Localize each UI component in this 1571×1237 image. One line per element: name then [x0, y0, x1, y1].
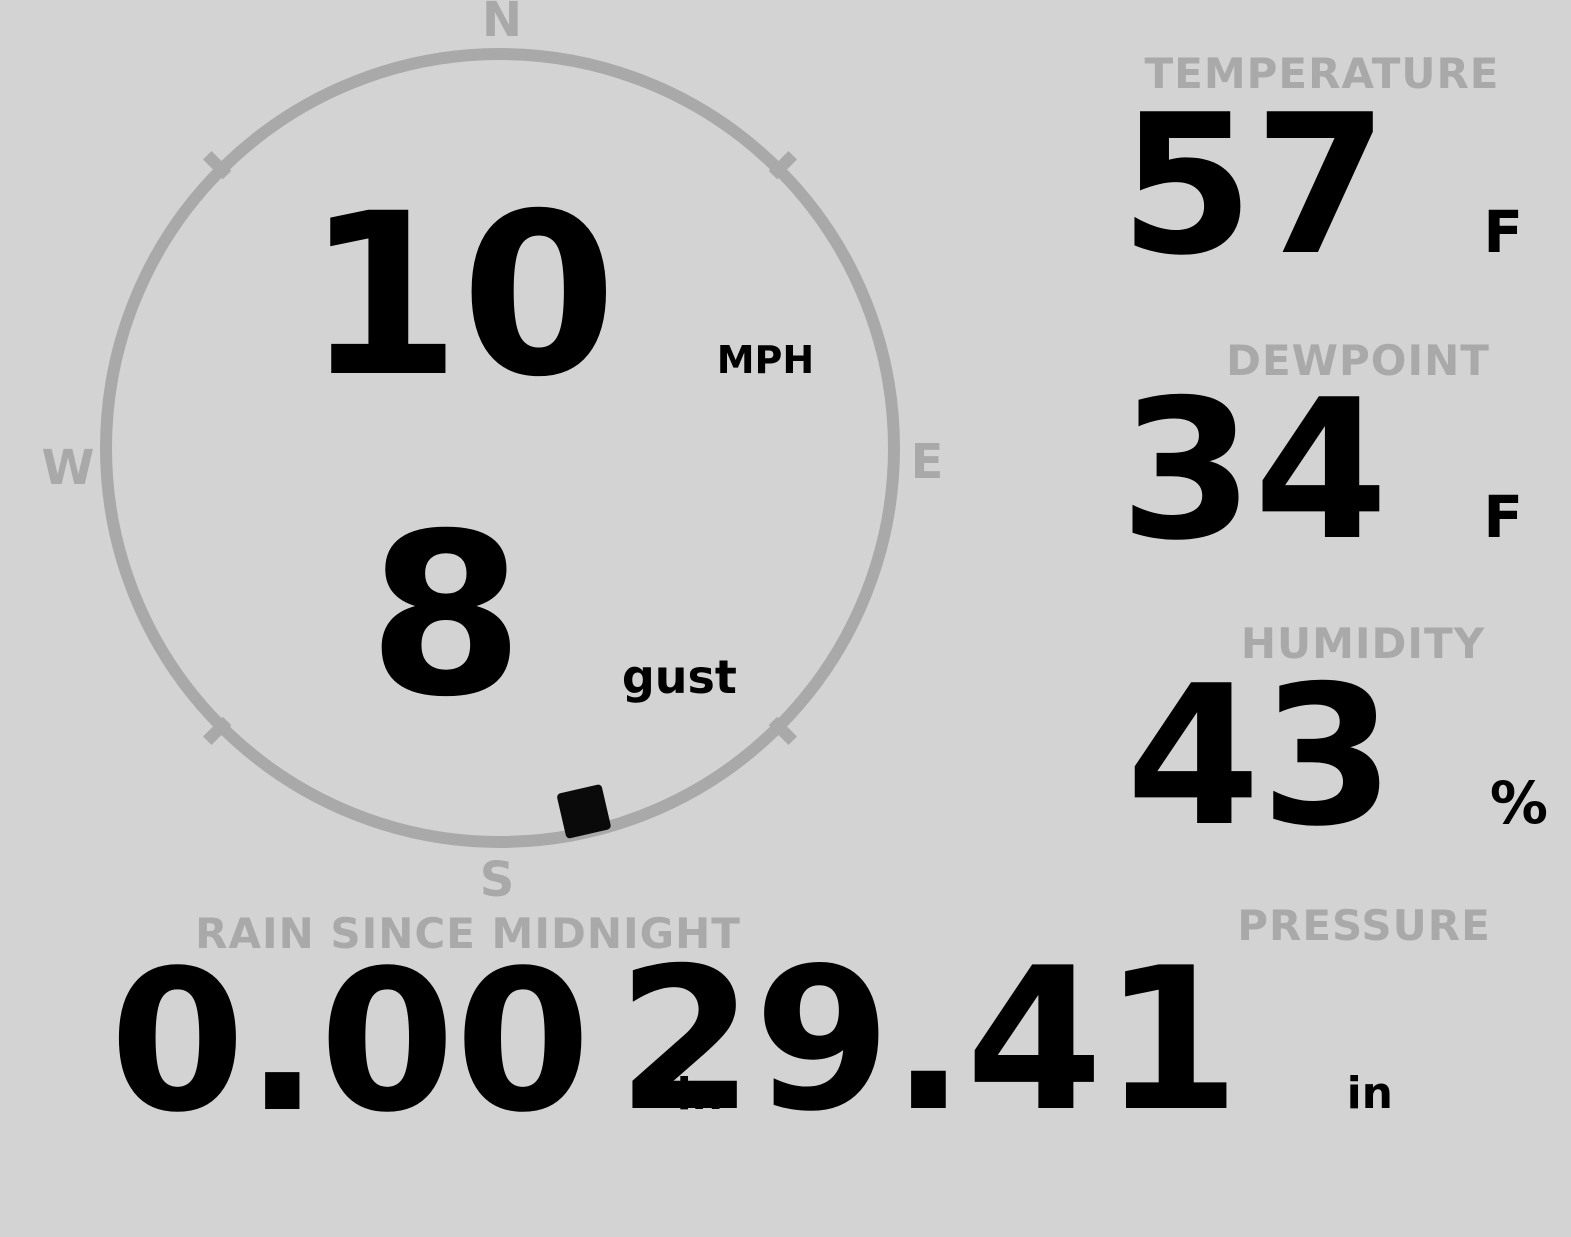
dewpoint-value: 34: [1119, 358, 1389, 583]
humidity-label: HUMIDITY: [1240, 619, 1486, 668]
rain-label: RAIN SINCE MIDNIGHT: [195, 909, 741, 958]
humidity-value: 43: [1126, 644, 1395, 869]
temperature-value: 57: [1119, 73, 1389, 298]
wind-speed-readout: 10 MPH: [305, 184, 814, 408]
cardinal-west-label: W: [41, 440, 95, 496]
pressure-readout: 29.41 in: [617, 942, 1393, 1139]
cardinal-south-label: S: [479, 852, 515, 908]
wind-gust-readout: 8 gust: [368, 504, 737, 728]
pressure-label: PRESSURE: [1237, 901, 1491, 950]
wind-gust-unit: gust: [621, 650, 737, 704]
wind-gust-value: 8: [368, 485, 524, 746]
cardinal-north-label: N: [481, 0, 523, 48]
rain-value: 0.00: [109, 928, 591, 1155]
temperature-unit: F: [1483, 198, 1523, 266]
humidity-readout: 43 %: [1126, 660, 1548, 853]
rain-readout: 0.00 in: [110, 944, 723, 1139]
dewpoint-unit: F: [1483, 483, 1523, 551]
temperature-label: TEMPERATURE: [1144, 49, 1500, 98]
pressure-unit: in: [1346, 1068, 1393, 1119]
wind-speed-unit: MPH: [716, 338, 815, 382]
dewpoint-readout: 34 F: [1120, 374, 1523, 567]
rain-unit: in: [676, 1069, 723, 1120]
cardinal-east-label: E: [910, 434, 944, 490]
wind-speed-value: 10: [305, 165, 617, 426]
temperature-readout: 57 F: [1120, 89, 1523, 282]
pressure-value: 29.41: [616, 926, 1240, 1155]
humidity-unit: %: [1489, 769, 1548, 837]
dewpoint-label: DEWPOINT: [1226, 336, 1490, 385]
